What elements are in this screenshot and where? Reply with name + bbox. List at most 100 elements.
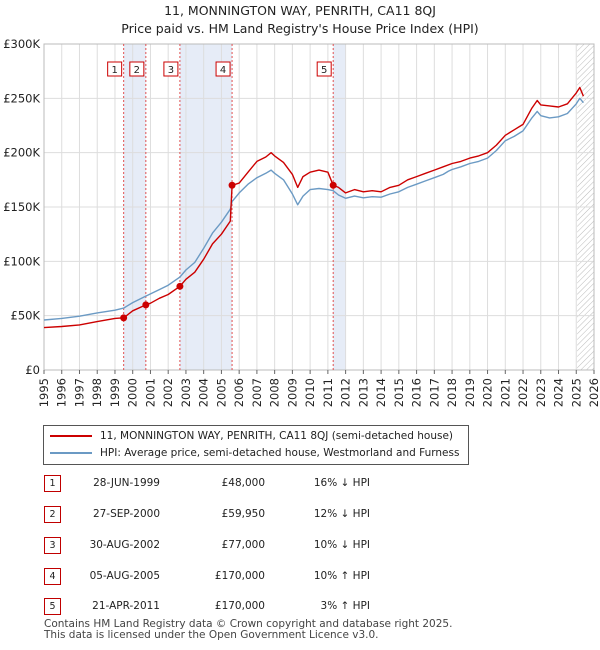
x-tick-label: 2013 xyxy=(356,378,370,407)
x-tick-label: 2025 xyxy=(569,378,583,407)
x-tick-label: 2021 xyxy=(498,378,512,407)
sale-price: £170,000 xyxy=(214,570,265,582)
sale-date: 27-SEP-2000 xyxy=(92,508,160,520)
sale-date: 28-JUN-1999 xyxy=(93,477,160,489)
x-tick-label: 2024 xyxy=(552,378,566,407)
y-axis: £0 £50K £100K £150K £200K £250K £300K xyxy=(3,37,40,377)
x-tick-label: 2004 xyxy=(197,378,211,407)
sale-hpi-diff: 10% ↑ HPI xyxy=(313,570,370,582)
x-tick-label: 1995 xyxy=(37,378,51,407)
y-tick-label: £300K xyxy=(3,37,40,51)
sale-row: 1 28-JUN-1999 £48,000 16% ↓ HPI xyxy=(0,473,600,493)
legend-item-property: 11, MONNINGTON WAY, PENRITH, CA11 8QJ (s… xyxy=(50,428,453,444)
sale-label-text: 2 xyxy=(134,65,140,76)
x-tick-label: 2005 xyxy=(214,378,228,407)
y-tick-label: £150K xyxy=(3,200,40,214)
sale-labels: 1 2 3 4 5 xyxy=(107,61,332,77)
legend-swatch-property xyxy=(50,435,92,437)
chart-title-line1: 11, MONNINGTON WAY, PENRITH, CA11 8QJ xyxy=(164,3,436,18)
sale-hpi-diff: 16% ↓ HPI xyxy=(313,477,370,489)
y-tick-label: £200K xyxy=(3,146,40,160)
hpi-line xyxy=(43,97,584,321)
sale-date: 05-AUG-2005 xyxy=(89,570,160,582)
sale-points xyxy=(120,181,337,322)
footer-line2: This data is licensed under the Open Gov… xyxy=(44,629,379,641)
sale-label-box xyxy=(107,61,123,77)
x-tick-label: 2010 xyxy=(303,378,317,407)
sale-date: 21-APR-2011 xyxy=(92,600,160,612)
y-tick-label: £0 xyxy=(25,363,40,377)
legend: 11, MONNINGTON WAY, PENRITH, CA11 8QJ (s… xyxy=(43,425,469,465)
legend-swatch-hpi xyxy=(50,452,92,454)
x-tick-label: 2001 xyxy=(143,378,157,407)
sale-price: £77,000 xyxy=(221,539,265,551)
price-chart: 1 2 3 4 5 £0 £50K £100K £150K £200K £250K £300K 19… xyxy=(3,37,600,407)
plot-border xyxy=(43,43,595,371)
sale-point xyxy=(142,301,150,309)
x-tick-label: 2019 xyxy=(463,378,477,407)
sale-hpi-diff: 12% ↓ HPI xyxy=(313,508,370,520)
x-tick-label: 2017 xyxy=(427,378,441,407)
sale-label-box xyxy=(316,61,332,77)
sale-point xyxy=(228,181,236,189)
sale-price: £59,950 xyxy=(221,508,265,520)
sale-label-box xyxy=(163,61,179,77)
property-price-line xyxy=(43,86,585,329)
x-tick-label: 1999 xyxy=(108,378,122,407)
sale-row: 4 05-AUG-2005 £170,000 10% ↑ HPI xyxy=(0,566,600,586)
footer-attribution: Contains HM Land Registry data © Crown c… xyxy=(44,619,452,641)
y-tick-label: £250K xyxy=(3,91,40,105)
sale-number-badge: 4 xyxy=(44,568,61,585)
x-tick-label: 2007 xyxy=(250,378,264,407)
sale-point xyxy=(176,282,184,290)
x-tick-label: 1997 xyxy=(72,378,86,407)
legend-label-hpi: HPI: Average price, semi-detached house,… xyxy=(100,447,460,459)
sale-row: 3 30-AUG-2002 £77,000 10% ↓ HPI xyxy=(0,535,600,555)
x-tick-label: 2022 xyxy=(516,378,530,407)
x-tick-label: 2000 xyxy=(126,378,140,407)
sale-point xyxy=(329,181,337,189)
x-tick-label: 2020 xyxy=(481,378,495,407)
y-tick-label: £50K xyxy=(11,309,41,323)
series-lines xyxy=(43,86,585,329)
x-tick-label: 2026 xyxy=(587,378,600,407)
sale-point xyxy=(120,314,128,322)
x-axis: 1995 1996 1997 1998 1999 2000 2001 2002 2003 2004… xyxy=(37,370,600,407)
sale-hpi-diff: 10% ↓ HPI xyxy=(313,539,370,551)
chart-title-line2: Price paid vs. HM Land Registry's House … xyxy=(121,21,479,36)
x-tick-label: 1998 xyxy=(90,378,104,407)
x-tick-label: 2006 xyxy=(232,378,246,407)
sale-row: 5 21-APR-2011 £170,000 3% ↑ HPI xyxy=(0,596,600,616)
sale-hpi-diff: 3% ↑ HPI xyxy=(320,600,370,612)
sale-row: 2 27-SEP-2000 £59,950 12% ↓ HPI xyxy=(0,504,600,524)
x-tick-label: 2023 xyxy=(534,378,548,407)
x-tick-label: 2002 xyxy=(161,378,175,407)
sale-number-badge: 5 xyxy=(44,598,61,615)
sale-number-badge: 1 xyxy=(44,475,61,492)
sale-date: 30-AUG-2002 xyxy=(89,539,160,551)
grid xyxy=(43,43,595,371)
sale-price: £48,000 xyxy=(221,477,265,489)
sale-number-badge: 3 xyxy=(44,537,61,554)
sale-label-text: 3 xyxy=(168,65,174,76)
x-tick-label: 2003 xyxy=(179,378,193,407)
sale-label-text: 4 xyxy=(220,65,226,76)
y-tick-label: £100K xyxy=(3,254,40,268)
x-tick-label: 2016 xyxy=(410,378,424,407)
sale-label-box xyxy=(129,61,145,77)
x-tick-label: 2008 xyxy=(268,378,282,407)
legend-item-hpi: HPI: Average price, semi-detached house,… xyxy=(50,445,459,461)
sale-price: £170,000 xyxy=(214,600,265,612)
sale-number-badge: 2 xyxy=(44,506,61,523)
sale-label-text: 5 xyxy=(321,65,327,76)
footer-line1: Contains HM Land Registry data © Crown c… xyxy=(44,618,453,630)
x-tick-label: 2018 xyxy=(445,378,459,407)
x-tick-label: 2015 xyxy=(392,378,406,407)
x-tick-label: 1996 xyxy=(55,378,69,407)
x-tick-label: 2014 xyxy=(374,378,388,407)
x-tick-label: 2011 xyxy=(321,378,335,407)
chart-title: 11, MONNINGTON WAY, PENRITH, CA11 8QJ Pr… xyxy=(0,2,600,38)
legend-label-property: 11, MONNINGTON WAY, PENRITH, CA11 8QJ (s… xyxy=(100,430,453,442)
sale-label-box xyxy=(215,61,231,77)
x-tick-label: 2009 xyxy=(285,378,299,407)
